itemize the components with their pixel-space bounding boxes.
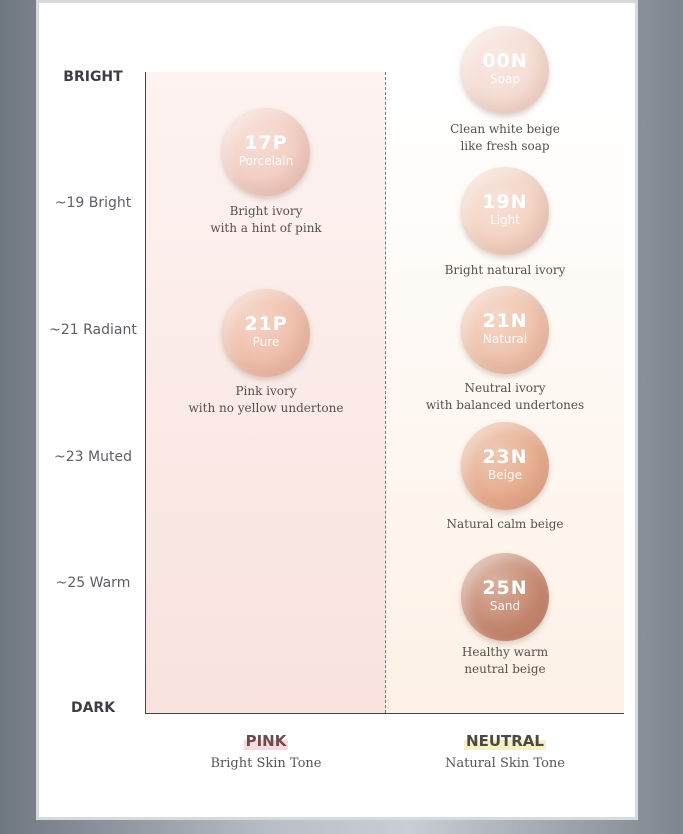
swatch: 21P Pure xyxy=(222,289,310,377)
description-line: neutral beige xyxy=(464,662,546,676)
description-line: Bright natural ivory xyxy=(444,263,566,277)
swatch-description: Healthy warm neutral beige xyxy=(395,644,615,678)
swatch-code: 21P xyxy=(244,313,288,335)
column-title-text: NEUTRAL xyxy=(464,732,546,750)
swatch-name: Porcelain xyxy=(238,154,294,168)
divider xyxy=(385,72,386,713)
description-line: with a hint of pink xyxy=(210,221,322,235)
column-subtitle: Natural Skin Tone xyxy=(445,756,565,771)
axis-level: ~23 Muted xyxy=(54,449,132,465)
axis-bottom: DARK xyxy=(70,700,116,716)
description-line: Bright ivory xyxy=(229,204,303,218)
swatch: 00N Soap xyxy=(461,26,549,114)
swatch: 21N Natural xyxy=(461,286,549,374)
swatch-code: 25N xyxy=(482,577,528,599)
description-line: Neutral ivory xyxy=(464,381,546,395)
swatch-code: 23N xyxy=(482,446,528,468)
swatch-name: Beige xyxy=(488,468,522,482)
column-subtitle: Bright Skin Tone xyxy=(210,756,322,771)
swatch-description: Clean white beige like fresh soap xyxy=(395,121,615,155)
description-line: Healthy warm xyxy=(461,645,549,659)
swatch: 23N Beige xyxy=(461,422,549,510)
x-axis xyxy=(145,713,624,714)
swatch-name: Natural xyxy=(482,332,528,346)
swatch-description: Pink ivory with no yellow undertone xyxy=(156,383,376,417)
axis-top: BRIGHT xyxy=(63,69,123,85)
column-title-text: PINK xyxy=(243,732,289,750)
swatch-code: 21N xyxy=(482,310,528,332)
description-line: with no yellow undertone xyxy=(188,401,344,415)
y-axis xyxy=(145,72,146,713)
swatch-name: Soap xyxy=(490,72,520,86)
description-line: Clean white beige xyxy=(450,122,560,136)
swatch: 25N Sand xyxy=(461,553,549,641)
swatch: 19N Light xyxy=(461,167,549,255)
swatch-code: 00N xyxy=(482,50,528,72)
description-line: Pink ivory xyxy=(235,384,297,398)
swatch: 17P Porcelain xyxy=(222,108,310,196)
description-line: Natural calm beige xyxy=(446,517,564,531)
swatch-name: Light xyxy=(490,213,520,227)
swatch-description: Neutral ivory with balanced undertones xyxy=(395,380,615,414)
column-title: PINK xyxy=(166,732,366,750)
swatch-description: Natural calm beige xyxy=(395,516,615,533)
swatch-description: Bright ivory with a hint of pink xyxy=(156,203,376,237)
axis-level: ~25 Warm xyxy=(55,575,131,591)
column-title: NEUTRAL xyxy=(405,732,605,750)
description-line: like fresh soap xyxy=(460,139,550,153)
swatch-description: Bright natural ivory xyxy=(395,262,615,279)
swatch-name: Sand xyxy=(489,599,521,613)
swatch-code: 19N xyxy=(482,191,528,213)
swatch-code: 17P xyxy=(244,132,288,154)
axis-level: ~21 Radiant xyxy=(49,322,137,338)
swatch-name: Pure xyxy=(252,335,280,349)
axis-level: ~19 Bright xyxy=(54,195,132,211)
description-line: with balanced undertones xyxy=(425,398,585,412)
